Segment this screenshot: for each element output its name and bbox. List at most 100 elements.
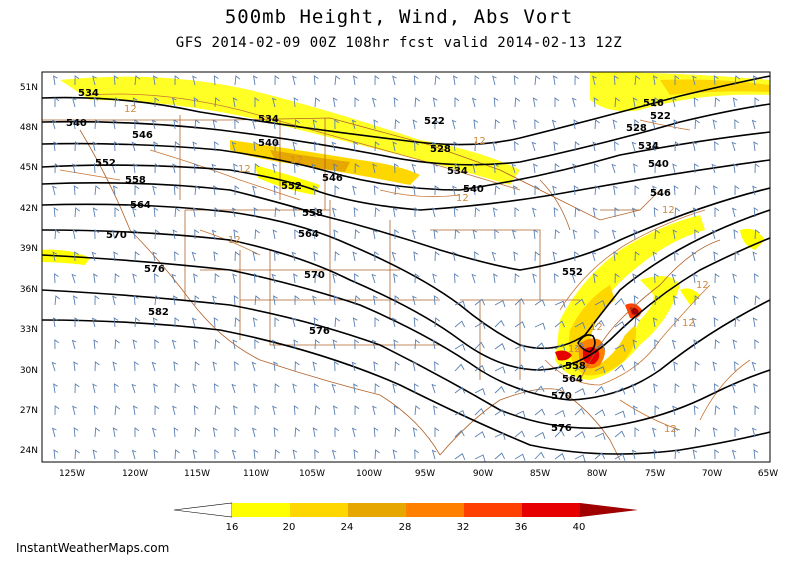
height-label: 546 (650, 188, 671, 199)
wind-barb (551, 119, 557, 130)
wind-barb (191, 317, 197, 328)
wind-barb (312, 361, 318, 372)
height-label: 558 (565, 361, 586, 372)
wind-barb (652, 185, 657, 196)
wind-barb (311, 163, 317, 174)
wind-barb (734, 75, 741, 86)
wind-barb (114, 141, 119, 152)
wind-barb (233, 295, 239, 306)
wind-barb (131, 207, 137, 218)
wind-barb (254, 295, 261, 306)
wind-barb (753, 75, 758, 86)
wind-barb (273, 361, 279, 372)
wind-barb (692, 207, 698, 218)
wind-barb (254, 339, 260, 350)
wind-barb (574, 364, 586, 372)
wind-barb (113, 251, 119, 262)
vort-label: 12 (682, 318, 695, 329)
wind-barb (454, 273, 459, 284)
wind-barb (673, 427, 679, 438)
wind-barb (613, 75, 619, 86)
wind-barb (692, 449, 698, 460)
wind-barb (631, 207, 637, 218)
wind-barb (431, 383, 437, 394)
lon-label: 85W (530, 469, 550, 479)
lon-label: 75W (645, 469, 665, 479)
colorbar-segment (464, 503, 522, 517)
wind-barb (492, 75, 497, 86)
wind-barb (494, 119, 500, 130)
wind-barb (452, 185, 457, 196)
wind-barb (314, 207, 320, 217)
wind-barb (534, 119, 540, 130)
wind-barb (514, 297, 525, 306)
lat-label: 30N (20, 366, 38, 376)
wind-barb (414, 207, 420, 217)
wind-barb (134, 75, 141, 86)
wind-barb (392, 383, 397, 394)
wind-barb (294, 427, 300, 438)
lon-label: 95W (415, 469, 435, 479)
height-label: 564 (298, 229, 319, 240)
wind-barb (51, 427, 57, 438)
wind-barb (234, 427, 240, 437)
wind-barb (312, 295, 317, 306)
wind-barb (632, 273, 637, 284)
wind-barb (653, 449, 659, 460)
wind-barb (513, 75, 519, 86)
height-contours (42, 75, 770, 455)
wind-barb (192, 207, 198, 218)
vort-label: 12 (590, 322, 603, 333)
wind-barb (454, 300, 466, 308)
wind-barb (231, 207, 237, 218)
wind-barb (154, 229, 160, 240)
wind-barb (273, 119, 279, 130)
wind-barb (314, 383, 319, 394)
wind-barb (573, 119, 579, 130)
wind-barb (372, 163, 377, 174)
wind-barb (693, 273, 698, 284)
wind-barb (574, 431, 586, 439)
wind-barb (332, 273, 337, 284)
wind-barb (413, 75, 419, 86)
wind-barb (554, 320, 566, 328)
height-label: 534 (447, 166, 468, 177)
wind-barb (334, 361, 339, 372)
wind-barb (733, 229, 739, 240)
wind-barb (654, 229, 660, 240)
wind-barb (654, 163, 660, 174)
wind-barb (193, 97, 199, 108)
wind-barb (731, 383, 737, 394)
wind-barb (392, 141, 398, 152)
wind-barb (471, 97, 477, 108)
wind-barb (734, 317, 740, 328)
wind-barb (51, 119, 57, 130)
wind-barb (372, 405, 377, 416)
wind-barb (153, 449, 159, 460)
wind-barb (374, 317, 380, 327)
wind-barb (714, 339, 720, 350)
wind-barb (711, 163, 717, 174)
wind-barb (134, 185, 140, 196)
wind-barb (634, 317, 640, 328)
wind-barb (392, 75, 397, 86)
wind-barb (54, 273, 59, 284)
wind-barb (693, 339, 699, 350)
vorticity-shading (42, 72, 770, 380)
wind-barb (74, 251, 79, 262)
wind-barb (253, 75, 258, 86)
wind-barb (294, 119, 300, 130)
wind-barb (94, 163, 99, 174)
wind-barb (494, 229, 500, 240)
wind-barb (92, 449, 98, 460)
colorbar-segment (173, 502, 233, 518)
wind-barb (94, 119, 100, 130)
wind-barb (113, 185, 118, 196)
wind-barb (651, 119, 657, 130)
wind-barb (414, 97, 420, 108)
wind-barb (353, 383, 358, 394)
wind-barb (592, 141, 598, 152)
height-label: 576 (144, 264, 165, 275)
wind-barb (731, 449, 737, 460)
wind-barb (213, 75, 219, 86)
